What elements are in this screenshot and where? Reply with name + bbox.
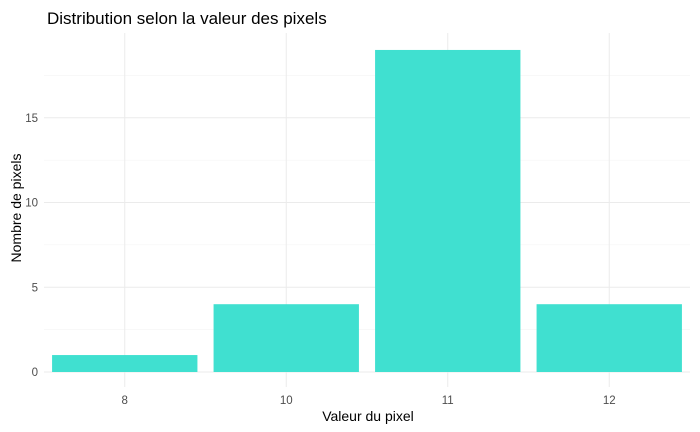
x-tick-label: 10 [280,395,293,407]
bars [52,49,682,372]
x-tick-label: 12 [603,395,616,407]
y-tick-label: 0 [32,367,38,379]
y-axis-title: Nombre de pixels [8,154,24,263]
x-axis-title: Valeur du pixel [322,408,414,424]
x-tick-label: 11 [442,395,454,407]
x-axis-ticks: 8 10 11 12 [122,395,616,407]
bar [375,49,521,372]
bar [536,304,682,372]
y-tick-label: 10 [25,198,38,210]
y-tick-label: 5 [32,282,38,294]
y-tick-label: 15 [25,113,38,125]
chart-title: Distribution selon la valeur des pixels [47,9,327,28]
bar [213,304,359,372]
bar [52,355,198,372]
x-tick-label: 8 [122,395,128,407]
y-axis-ticks: 0 5 10 15 [25,113,38,379]
